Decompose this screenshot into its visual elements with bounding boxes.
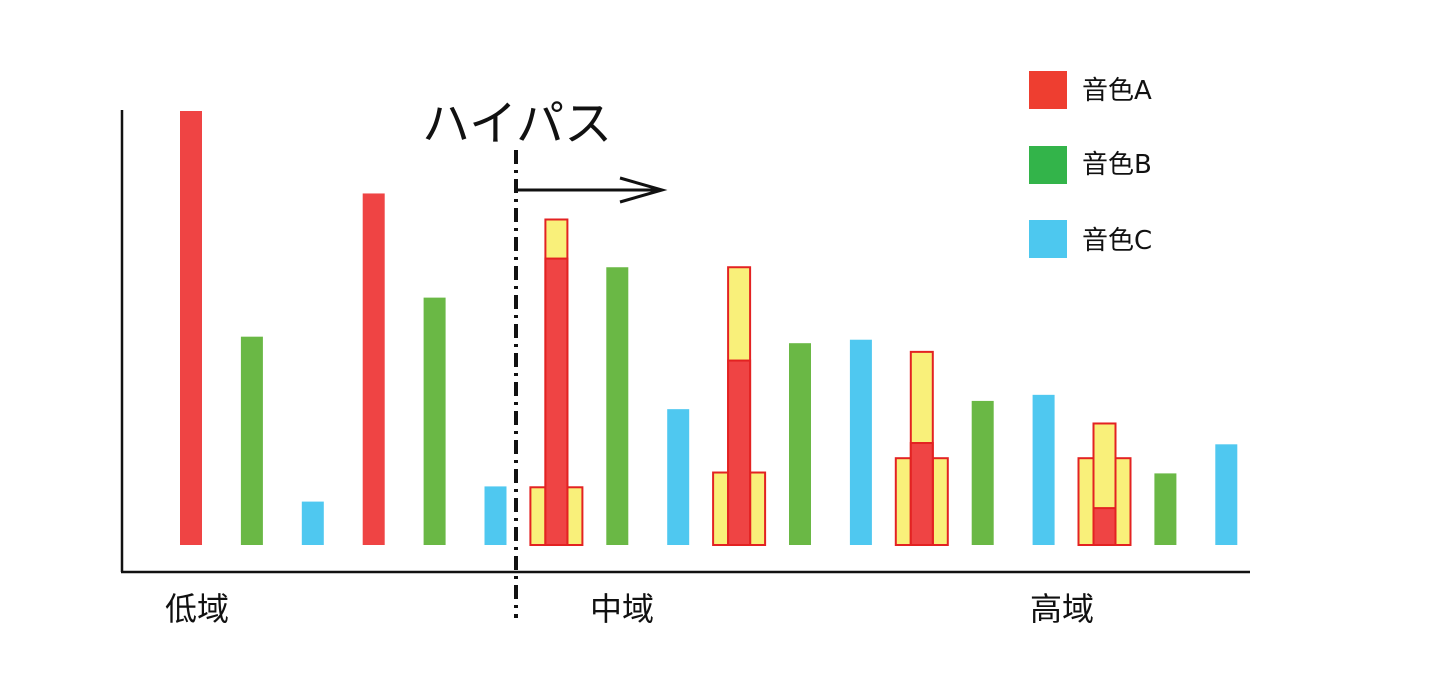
bars-layer (180, 111, 1238, 547)
legend: 音色A 音色B 音色C (1029, 71, 1152, 258)
boost-side-right-7 (566, 486, 584, 547)
boost-side-right-16 (1114, 457, 1132, 547)
bar-b-5 (423, 297, 446, 545)
bar-a-13 (909, 442, 934, 547)
bar-a-16 (1092, 507, 1117, 546)
band-label-low: 低域 (165, 590, 229, 628)
boost-side-left-16 (1077, 457, 1095, 547)
boost-side-right-10 (749, 471, 767, 546)
bar-b-14 (971, 400, 994, 545)
highpass-label: ハイパス (422, 96, 612, 152)
bar-b-2 (240, 336, 263, 545)
boost-side-left-10 (712, 471, 730, 546)
bar-c-9 (667, 409, 690, 545)
bar-c-3 (301, 501, 324, 545)
boost-side-right-13 (931, 457, 949, 547)
bar-b-17 (1154, 473, 1177, 545)
legend-swatch-a (1029, 71, 1067, 109)
bar-b-8 (606, 267, 629, 545)
bar-c-18 (1215, 444, 1238, 545)
bar-c-6 (484, 486, 507, 545)
bar-a-10 (727, 359, 752, 546)
bar-c-15 (1032, 394, 1055, 545)
bar-a-1 (180, 111, 202, 545)
boost-side-left-13 (894, 457, 912, 547)
boost-side-left-7 (529, 486, 547, 547)
band-label-high: 高域 (1030, 590, 1094, 628)
highpass-arrow (518, 176, 668, 204)
legend-swatch-c (1029, 220, 1067, 258)
bar-a-7 (544, 257, 569, 546)
bar-c-12 (849, 339, 872, 545)
bar-a-4 (362, 193, 385, 545)
band-label-mid: 中域 (590, 590, 654, 628)
legend-label-a: 音色A (1082, 76, 1152, 106)
legend-swatch-b (1029, 146, 1067, 184)
legend-label-c: 音色C (1082, 226, 1152, 256)
legend-label-b: 音色B (1082, 150, 1152, 180)
bar-b-11 (789, 343, 811, 545)
